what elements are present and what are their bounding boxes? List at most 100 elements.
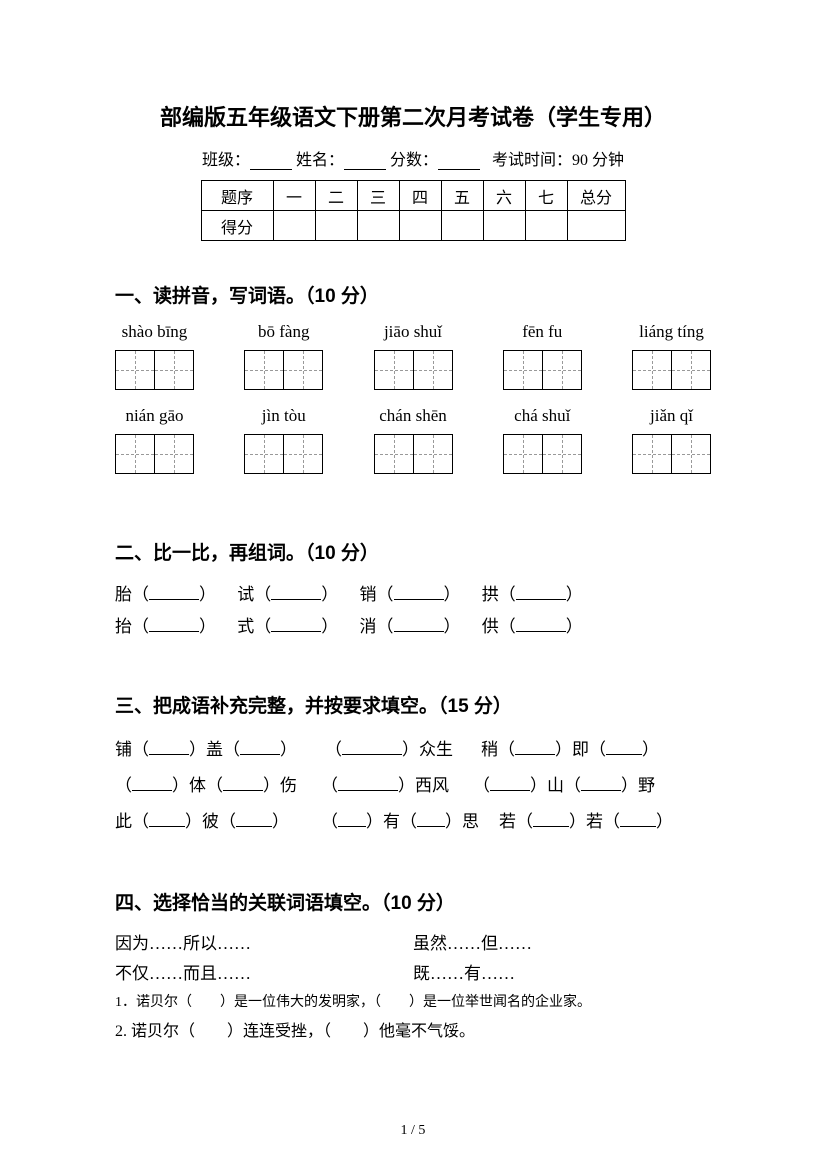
th-7: 七 (525, 181, 567, 211)
pinyin-item: chán shēn (374, 406, 453, 474)
name-blank[interactable] (344, 154, 386, 170)
fill-blank[interactable] (149, 618, 199, 632)
char-write-box[interactable] (283, 434, 323, 474)
pinyin-text: chá shuǐ (514, 406, 570, 426)
section-2-title: 二、比一比，再组词。（10 分） (115, 538, 711, 565)
td-blank[interactable] (441, 211, 483, 241)
char-write-box[interactable] (154, 434, 194, 474)
section-1-title: 一、读拼音，写词语。（10 分） (115, 281, 711, 308)
pinyin-item: nián gāo (115, 406, 194, 474)
conj-opt: 因为……所以…… (115, 929, 413, 959)
pinyin-text: jiǎn qǐ (650, 406, 693, 426)
idiom-line: 铺（）盖（）（）众生稍（）即（） (115, 732, 711, 768)
pinyin-text: shào bīng (122, 322, 188, 342)
char-write-box[interactable] (503, 350, 543, 390)
fill-blank[interactable] (394, 618, 444, 632)
td-blank[interactable] (567, 211, 625, 241)
th-1: 一 (273, 181, 315, 211)
fill-blank[interactable] (490, 777, 530, 791)
fill-blank[interactable] (417, 813, 445, 827)
char-box-group (503, 350, 582, 390)
char-write-box[interactable] (542, 434, 582, 474)
sentence-2: 2. 诺贝尔（ ）连连受挫，（ ）他毫不气馁。 (115, 1017, 711, 1047)
pinyin-row-2: nián gāo jìn tòu chán shēn chá shuǐ jiǎn qǐ (115, 406, 711, 474)
td-blank[interactable] (525, 211, 567, 241)
info-line: 班级： 姓名： 分数： 考试时间：90 分钟 (115, 146, 711, 170)
fill-blank[interactable] (533, 813, 569, 827)
char-box-group (374, 434, 453, 474)
section-4-title: 四、选择恰当的关联词语填空。（10 分） (115, 888, 711, 915)
char-write-box[interactable] (671, 434, 711, 474)
char-box-group (244, 350, 323, 390)
fill-blank[interactable] (394, 586, 444, 600)
conj-opt: 虽然……但…… (413, 929, 711, 959)
td-blank[interactable] (357, 211, 399, 241)
th-5: 五 (441, 181, 483, 211)
char-write-box[interactable] (413, 434, 453, 474)
char-write-box[interactable] (374, 434, 414, 474)
idiom-container: 铺（）盖（）（）众生稍（）即（）（）体（）伤（）西风（）山（）野此（）彼（）（）… (115, 732, 711, 840)
pinyin-item: chá shuǐ (503, 406, 582, 474)
pinyin-text: liáng tíng (639, 322, 704, 342)
class-blank[interactable] (250, 154, 292, 170)
char-box-group (632, 434, 711, 474)
compare-row: 抬（） 式（） 消（） 供（） (115, 611, 711, 643)
char-box-group (374, 350, 453, 390)
td-blank[interactable] (483, 211, 525, 241)
table-row: 得分 (201, 211, 625, 241)
th-6: 六 (483, 181, 525, 211)
compare-row: 胎（） 试（） 销（） 拱（） (115, 579, 711, 611)
char-write-box[interactable] (283, 350, 323, 390)
fill-blank[interactable] (338, 777, 398, 791)
score-blank[interactable] (438, 154, 480, 170)
char-write-box[interactable] (115, 350, 155, 390)
fill-blank[interactable] (149, 586, 199, 600)
char-write-box[interactable] (115, 434, 155, 474)
pinyin-item: bō fàng (244, 322, 323, 390)
char-write-box[interactable] (244, 350, 284, 390)
char-write-box[interactable] (632, 350, 672, 390)
fill-blank[interactable] (132, 777, 172, 791)
fill-blank[interactable] (240, 741, 280, 755)
char-write-box[interactable] (413, 350, 453, 390)
fill-blank[interactable] (149, 741, 189, 755)
exam-time: 考试时间：90 分钟 (492, 152, 624, 169)
pinyin-item: liáng tíng (632, 322, 711, 390)
td-blank[interactable] (399, 211, 441, 241)
fill-blank[interactable] (271, 618, 321, 632)
sentence-1: 1．诺贝尔（ ）是一位伟大的发明家，（ ）是一位举世闻名的企业家。 (115, 989, 711, 1017)
fill-blank[interactable] (223, 777, 263, 791)
char-write-box[interactable] (671, 350, 711, 390)
char-write-box[interactable] (503, 434, 543, 474)
fill-blank[interactable] (620, 813, 656, 827)
fill-blank[interactable] (606, 741, 642, 755)
fill-blank[interactable] (342, 741, 402, 755)
th-4: 四 (399, 181, 441, 211)
fill-blank[interactable] (516, 586, 566, 600)
char-write-box[interactable] (154, 350, 194, 390)
fill-blank[interactable] (271, 586, 321, 600)
char-box-group (115, 434, 194, 474)
fill-blank[interactable] (515, 741, 555, 755)
pinyin-item: fēn fu (503, 322, 582, 390)
pinyin-item: shào bīng (115, 322, 194, 390)
char-write-box[interactable] (244, 434, 284, 474)
fill-blank[interactable] (581, 777, 621, 791)
fill-blank[interactable] (149, 813, 185, 827)
pinyin-item: jiǎn qǐ (632, 406, 711, 474)
char-write-box[interactable] (542, 350, 582, 390)
fill-blank[interactable] (516, 618, 566, 632)
char-write-box[interactable] (374, 350, 414, 390)
char-box-group (632, 350, 711, 390)
char-write-box[interactable] (632, 434, 672, 474)
page-number: 1 / 5 (0, 1123, 826, 1139)
idiom-line: 此（）彼（）（）有（）思若（）若（） (115, 804, 711, 840)
pinyin-item: jìn tòu (244, 406, 323, 474)
th-2: 二 (315, 181, 357, 211)
table-row: 题序 一 二 三 四 五 六 七 总分 (201, 181, 625, 211)
fill-blank[interactable] (338, 813, 366, 827)
td-blank[interactable] (315, 211, 357, 241)
td-blank[interactable] (273, 211, 315, 241)
fill-blank[interactable] (236, 813, 272, 827)
exam-title: 部编版五年级语文下册第二次月考试卷（学生专用） (115, 100, 711, 132)
